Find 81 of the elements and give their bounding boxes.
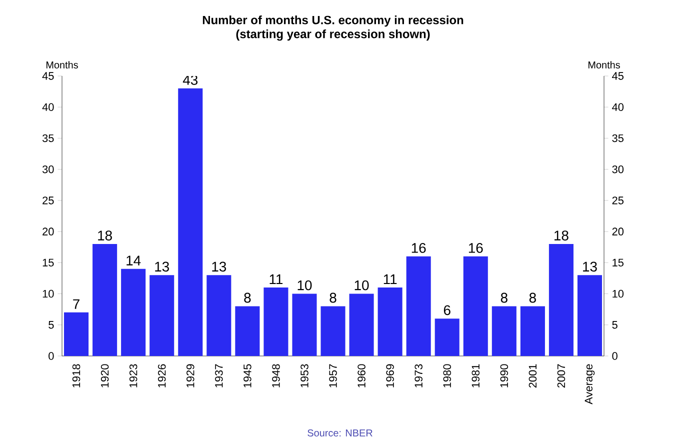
data-label: 11 bbox=[270, 274, 283, 284]
x-tick-label: 1937 bbox=[215, 364, 223, 388]
data-label: 8 bbox=[244, 292, 251, 303]
y2-tick-label: 15 bbox=[612, 258, 624, 266]
y2-axis-title: Months bbox=[588, 61, 620, 68]
data-label: 6 bbox=[444, 305, 450, 316]
x-tick-label: 1953 bbox=[300, 364, 308, 388]
x-tick-label: 1918 bbox=[72, 364, 80, 388]
y2-tick-label: 35 bbox=[612, 134, 624, 142]
bar bbox=[349, 294, 374, 356]
bar bbox=[121, 268, 146, 356]
y2-tick-label: 45 bbox=[612, 72, 624, 80]
bar bbox=[150, 275, 174, 356]
y-tick-label: 20 bbox=[42, 228, 54, 236]
chart-subtitle: (starting year of recession shown) bbox=[236, 29, 430, 41]
y2-tick-label: 0 bbox=[612, 352, 618, 360]
source-note: Source: NBER bbox=[308, 429, 372, 436]
x-tick-label: 1973 bbox=[414, 364, 422, 388]
bar bbox=[292, 294, 317, 356]
bar bbox=[492, 306, 516, 356]
x-tick-label: 1990 bbox=[500, 364, 508, 388]
x-tick-label: 2001 bbox=[528, 364, 537, 388]
y2-tick-label: 40 bbox=[612, 103, 624, 111]
x-tick-label: 1948 bbox=[272, 364, 280, 388]
y-tick-label: 10 bbox=[42, 290, 54, 298]
data-label: 8 bbox=[500, 292, 508, 303]
bar bbox=[520, 306, 545, 356]
x-tick-label: 1929 bbox=[186, 364, 194, 388]
data-label: 13 bbox=[212, 262, 226, 272]
bar bbox=[406, 256, 431, 356]
y-tick-label: 40 bbox=[42, 103, 54, 111]
data-label: 10 bbox=[354, 280, 369, 290]
y-tick-label: 25 bbox=[42, 196, 54, 204]
data-label: 18 bbox=[554, 230, 568, 240]
x-tick-label: 1969 bbox=[386, 364, 394, 388]
data-label: 8 bbox=[330, 292, 336, 303]
data-label: 11 bbox=[384, 274, 397, 284]
y-tick-label: 15 bbox=[42, 258, 54, 266]
y-tick-label: 30 bbox=[42, 165, 54, 174]
data-label: 14 bbox=[126, 256, 141, 266]
y2-tick-label: 5 bbox=[612, 321, 618, 329]
data-label: 13 bbox=[155, 262, 169, 272]
y-axis-title: Months bbox=[46, 61, 78, 68]
bar bbox=[64, 312, 89, 356]
data-label: 7 bbox=[73, 299, 80, 309]
y2-tick-label: 25 bbox=[612, 196, 624, 204]
bar bbox=[577, 275, 602, 356]
y2-tick-label: 30 bbox=[612, 165, 624, 174]
y-tick-label: 35 bbox=[42, 134, 54, 142]
data-label: 16 bbox=[412, 243, 426, 253]
y2-tick-label: 20 bbox=[612, 228, 624, 236]
y-tick-label: 0 bbox=[48, 352, 54, 360]
bar bbox=[320, 306, 346, 356]
bar bbox=[206, 275, 232, 356]
chart-title: Number of months U.S. economy in recession bbox=[202, 16, 464, 27]
data-label: 8 bbox=[529, 292, 536, 303]
x-tick-label: 1981 bbox=[472, 364, 480, 388]
data-label: 13 bbox=[583, 262, 597, 272]
y-tick-label: 5 bbox=[48, 321, 54, 329]
x-tick-label: 1980 bbox=[443, 364, 451, 388]
bar bbox=[235, 306, 260, 356]
bar bbox=[434, 318, 460, 356]
y2-tick-label: 10 bbox=[612, 290, 624, 298]
x-tick-label: 1957 bbox=[329, 364, 337, 388]
x-tick-label: 1945 bbox=[244, 364, 252, 388]
x-tick-label: Average bbox=[584, 364, 595, 404]
bar bbox=[548, 244, 574, 356]
bar bbox=[463, 256, 488, 356]
data-label: 18 bbox=[98, 230, 112, 240]
x-tick-label: 1920 bbox=[100, 364, 109, 388]
data-label: 10 bbox=[298, 280, 312, 290]
bar bbox=[92, 244, 118, 356]
bar bbox=[178, 88, 203, 356]
x-tick-label: 1926 bbox=[158, 364, 166, 388]
bar bbox=[378, 288, 402, 356]
x-tick-label: 1960 bbox=[358, 364, 366, 388]
x-tick-label: 2007 bbox=[557, 364, 566, 388]
x-tick-label: 1923 bbox=[129, 364, 138, 388]
bar bbox=[264, 288, 288, 356]
y-tick-label: 45 bbox=[42, 72, 54, 80]
data-label: 16 bbox=[468, 243, 483, 253]
